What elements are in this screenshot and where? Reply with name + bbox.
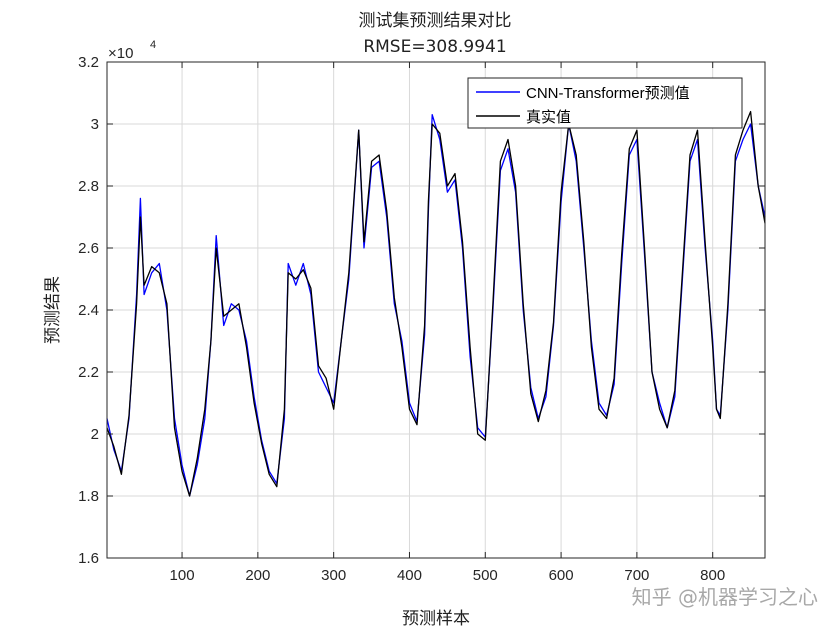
x-tick-label: 300 bbox=[321, 567, 346, 584]
y-exponent-base: ×10 bbox=[108, 45, 133, 62]
chart-subtitle: RMSE=308.9941 bbox=[363, 37, 506, 57]
x-tick-label: 600 bbox=[549, 567, 574, 584]
legend-label-actual: 真实值 bbox=[526, 108, 571, 126]
x-tick-label: 700 bbox=[624, 567, 649, 584]
y-axis-label: 预测结果 bbox=[43, 276, 63, 344]
x-axis-label: 预测样本 bbox=[402, 609, 470, 629]
legend-box bbox=[467, 77, 743, 129]
legend: CNN-Transformer预测值 真实值 bbox=[467, 77, 743, 129]
y-tick-label: 1.8 bbox=[78, 488, 99, 505]
legend-label-predicted: CNN-Transformer预测值 bbox=[526, 85, 690, 102]
y-tick-label: 1.6 bbox=[78, 550, 99, 567]
y-tick-label: 2.6 bbox=[78, 240, 99, 257]
series-layer bbox=[106, 110, 766, 497]
y-tick-label: 2.2 bbox=[78, 364, 99, 381]
plot-area: 100 200 300 400 500 600 700 800 1.6 1.8 2 2.2 2.4 2.6… bbox=[78, 54, 766, 584]
tick-layer: 100 200 300 400 500 600 700 800 1.6 1.8 2 2.2 2.4 2.6… bbox=[78, 54, 765, 584]
y-tick-label: 3 bbox=[91, 116, 99, 133]
y-tick-label: 3.2 bbox=[78, 54, 99, 71]
x-tick-label: 200 bbox=[245, 567, 270, 584]
y-tick-label: 2.8 bbox=[78, 178, 99, 195]
y-tick-label: 2 bbox=[91, 426, 99, 443]
x-tick-label: 400 bbox=[397, 567, 422, 584]
x-tick-label: 800 bbox=[700, 567, 725, 584]
chart-title: 测试集预测结果对比 bbox=[359, 11, 512, 31]
x-tick-label: 500 bbox=[473, 567, 498, 584]
y-exponent-power: 4 bbox=[150, 39, 156, 51]
series-line-actual bbox=[106, 110, 766, 497]
watermark-text: 知乎 @机器学习之心 bbox=[632, 585, 818, 609]
x-tick-label: 100 bbox=[170, 567, 195, 584]
y-tick-label: 2.4 bbox=[78, 302, 99, 319]
